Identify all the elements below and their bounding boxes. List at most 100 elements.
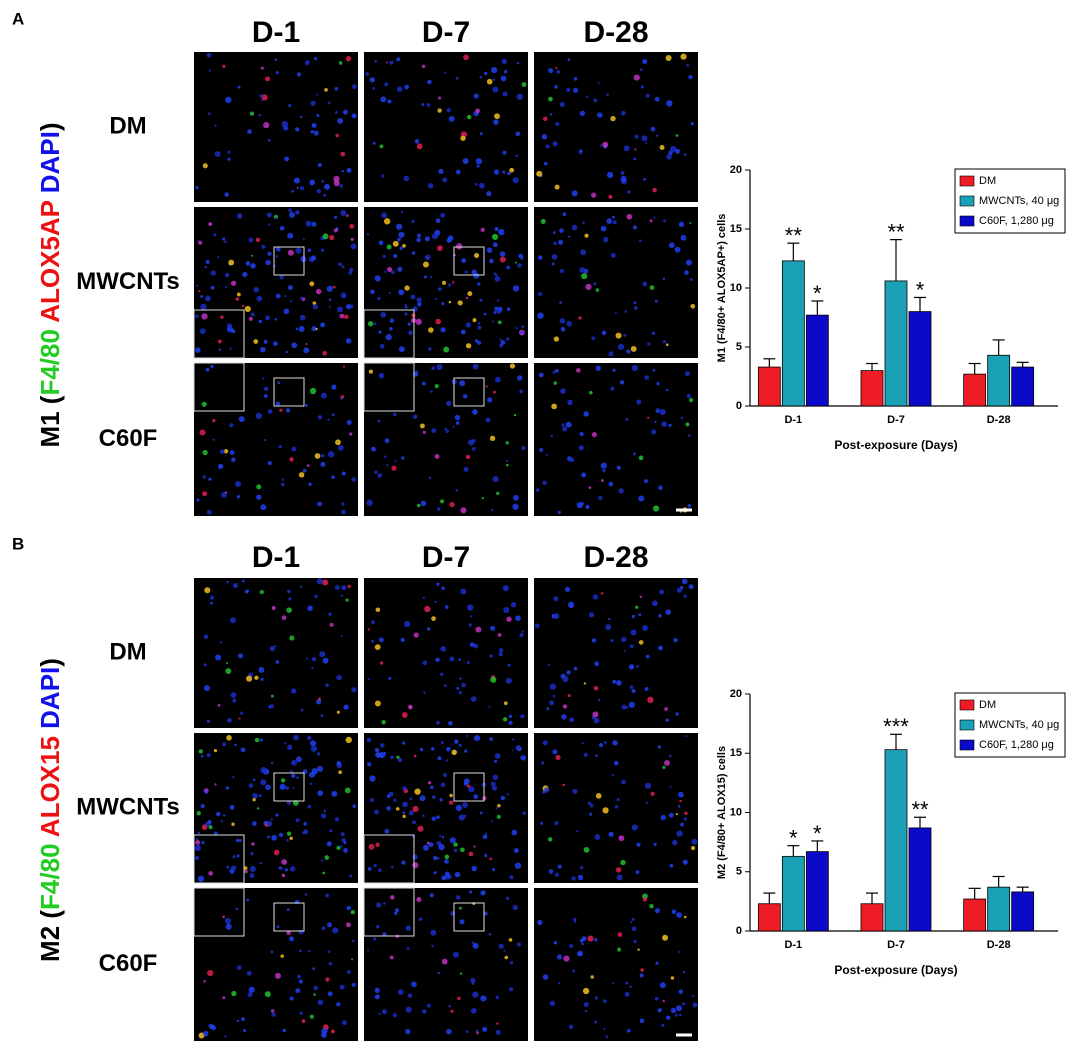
- y-tick-label: 10: [730, 282, 742, 294]
- cell-signal: [468, 623, 472, 627]
- bar: [1011, 366, 1035, 407]
- cell-signal: [218, 348, 221, 352]
- cell-signal: [469, 642, 475, 648]
- inset-box: [273, 772, 305, 802]
- stain-label-part: ALOX5AP: [35, 200, 65, 329]
- cell-signal: [512, 904, 518, 911]
- cell-signal: [389, 60, 394, 65]
- cell-signal: [196, 498, 200, 502]
- cell-signal: [404, 84, 410, 90]
- cell-signal: [378, 1012, 381, 1016]
- inset: [363, 309, 415, 359]
- cell-signal: [278, 832, 284, 838]
- cell-signal: [606, 171, 614, 179]
- cell-signal: [396, 755, 400, 759]
- cell-signal: [440, 212, 446, 218]
- stain-label-part: M2 (: [35, 910, 65, 962]
- cell-signal: [677, 805, 681, 808]
- stain-label: M2 (F4/80 ALOX15 DAPI): [35, 658, 65, 962]
- cell-signal: [548, 96, 553, 102]
- inset-box: [273, 246, 305, 276]
- column-header: D-7: [422, 16, 470, 49]
- cell-signal: [270, 818, 273, 821]
- cell-signal: [540, 821, 544, 825]
- column-header: D-7: [422, 541, 470, 574]
- cell-signal: [650, 791, 655, 796]
- cell-signal: [562, 675, 569, 683]
- bar: [860, 370, 884, 407]
- cell-signal: [247, 992, 253, 998]
- cell-signal: [249, 111, 255, 116]
- cell-signal: [265, 76, 271, 82]
- cell-signal: [322, 871, 326, 875]
- cell-signal: [338, 262, 343, 267]
- cell-signal: [680, 416, 684, 420]
- cell-signal: [346, 905, 352, 911]
- cell-signal: [323, 193, 326, 197]
- cell-signal: [366, 737, 372, 743]
- cell-signal: [236, 495, 241, 499]
- cell-signal: [295, 127, 300, 132]
- cell-signal: [621, 704, 627, 710]
- cell-signal: [515, 154, 519, 158]
- cell-signal: [517, 263, 522, 268]
- cell-signal: [195, 347, 201, 353]
- cell-signal: [295, 756, 302, 763]
- cell-signal: [258, 319, 263, 324]
- cell-signal: [633, 157, 637, 161]
- cell-signal: [350, 909, 355, 915]
- cell-signal: [690, 845, 696, 851]
- cell-signal: [498, 652, 503, 657]
- cell-signal: [434, 384, 439, 389]
- cell-signal: [602, 807, 609, 814]
- cell-signal: [200, 303, 207, 311]
- cell-signal: [345, 338, 352, 344]
- cell-signal: [675, 813, 678, 816]
- bar: [757, 366, 781, 407]
- cell-signal: [584, 1009, 587, 1013]
- cell-signal: [313, 130, 319, 136]
- cell-signal: [248, 783, 254, 788]
- cell-signal: [346, 214, 349, 217]
- cell-signal: [657, 745, 662, 749]
- cell-signal: [367, 867, 372, 871]
- y-tick-label: 5: [736, 866, 742, 878]
- cell-signal: [520, 755, 526, 761]
- cell-signal: [263, 339, 268, 344]
- cell-signal: [303, 347, 310, 354]
- cell-signal: [346, 419, 352, 425]
- cell-signal: [373, 937, 377, 941]
- cell-signal: [316, 699, 322, 705]
- cell-signal: [458, 658, 461, 661]
- cell-signal: [659, 589, 665, 595]
- cell-signal: [194, 845, 201, 852]
- cell-signal: [259, 862, 262, 865]
- cell-signal: [204, 685, 211, 692]
- cell-signal: [248, 986, 255, 993]
- cell-signal: [252, 778, 256, 782]
- cell-signal: [506, 459, 509, 463]
- cell-signal: [441, 835, 445, 839]
- cell-signal: [608, 617, 611, 621]
- cell-signal: [338, 61, 343, 65]
- cell-signal: [202, 475, 207, 479]
- micrograph: [534, 578, 698, 728]
- cell-signal: [633, 939, 637, 944]
- cell-signal: [390, 895, 395, 900]
- cell-signal: [210, 1025, 216, 1031]
- cell-signal: [380, 743, 385, 748]
- cell-signal: [250, 852, 254, 856]
- cell-signal: [460, 972, 463, 975]
- cell-signal: [595, 288, 600, 292]
- cell-signal: [638, 613, 642, 617]
- cell-signal: [275, 401, 281, 406]
- cell-signal: [382, 254, 386, 259]
- cell-signal: [477, 325, 482, 330]
- cell-signal: [393, 798, 397, 802]
- cell-signal: [671, 909, 677, 914]
- cell-signal: [438, 843, 445, 851]
- cell-signal: [266, 212, 272, 218]
- cell-signal: [573, 920, 577, 924]
- significance-label: **: [887, 219, 905, 244]
- cell-signal: [633, 452, 636, 456]
